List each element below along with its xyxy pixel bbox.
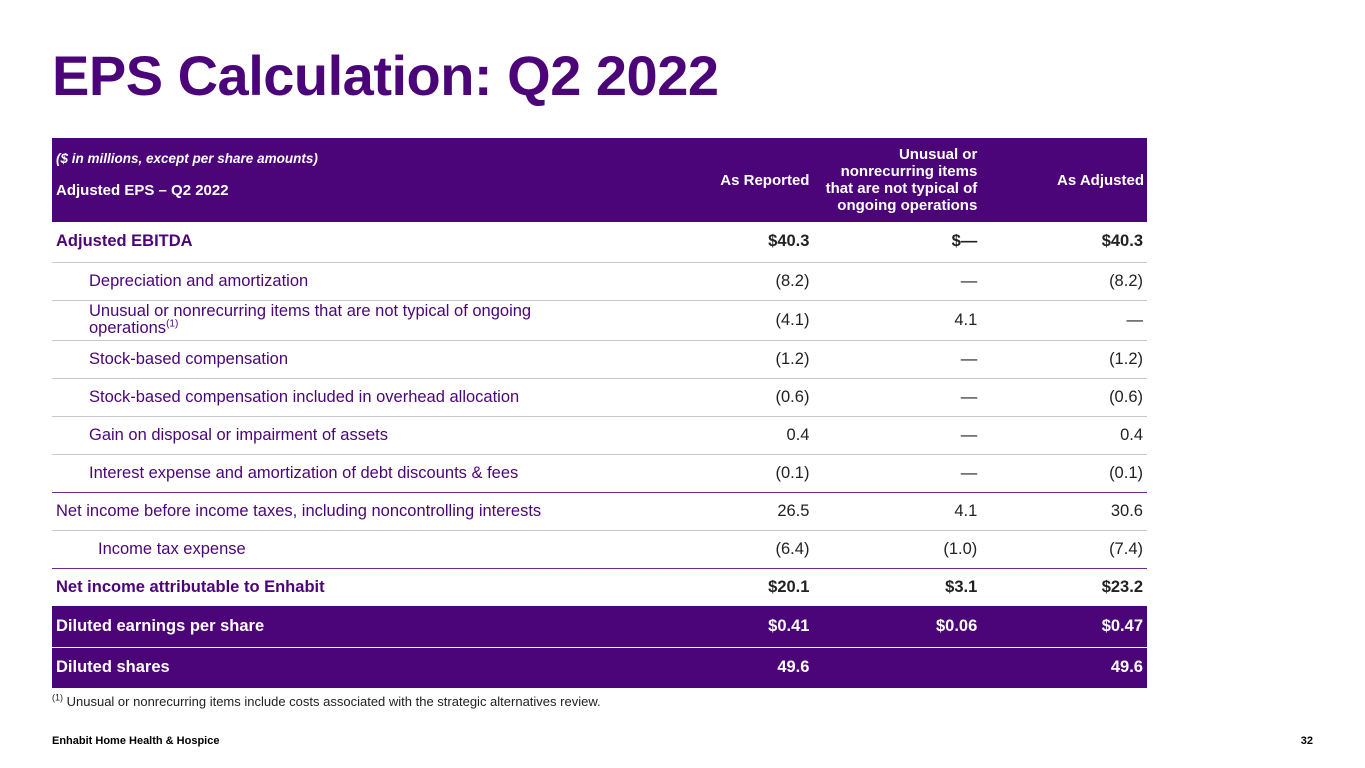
value-adjusted: $23.2 <box>1101 577 1143 596</box>
value-adjusted: (1.2) <box>1109 349 1143 368</box>
value-unusual: $— <box>951 232 978 251</box>
header-unusual-items: Unusual or nonrecurring items that are n… <box>825 146 978 214</box>
value-unusual: $3.1 <box>945 577 978 596</box>
footnote: (1) Unusual or nonrecurring items includ… <box>52 692 601 709</box>
table-row: Adjusted EBITDA $40.3 $— $40.3 <box>52 222 1147 262</box>
value-adjusted: $40.3 <box>1101 232 1143 251</box>
value-unusual: $0.06 <box>936 616 978 635</box>
table-row: Net income attributable to Enhabit $20.1… <box>52 568 1147 606</box>
row-label: Stock-based compensation included in ove… <box>89 387 520 406</box>
header-label-cell: ($ in millions, except per share amounts… <box>52 138 634 222</box>
value-unusual: 4.1 <box>954 501 978 520</box>
table-row: Gain on disposal or impairment of assets… <box>52 416 1147 454</box>
value-adjusted: $0.47 <box>1101 616 1143 635</box>
header-label: Adjusted EPS – Q2 2022 <box>56 182 229 199</box>
value-unusual: — <box>960 425 978 444</box>
units-note: ($ in millions, except per share amounts… <box>56 151 318 166</box>
header-as-adjusted: As Adjusted <box>1057 171 1144 189</box>
table-row: Net income before income taxes, includin… <box>52 492 1147 530</box>
footnote-marker: (1) <box>166 318 179 330</box>
value-unusual: (1.0) <box>943 539 978 558</box>
value-reported: (4.1) <box>775 310 810 329</box>
row-label: Net income attributable to Enhabit <box>56 577 325 596</box>
table-row: Income tax expense (6.4) (1.0) (7.4) <box>52 530 1147 568</box>
table-row: Depreciation and amortization (8.2) — (8… <box>52 262 1147 300</box>
value-unusual: 4.1 <box>954 310 978 329</box>
row-label: Diluted earnings per share <box>56 616 265 635</box>
row-label: Income tax expense <box>98 539 246 558</box>
footnote-text: Unusual or nonrecurring items include co… <box>66 694 601 709</box>
value-adjusted: — <box>1126 310 1144 329</box>
value-adjusted: 30.6 <box>1110 501 1143 520</box>
page-number: 32 <box>1300 735 1313 747</box>
header-as-reported: As Reported <box>720 171 810 189</box>
value-reported: 49.6 <box>777 658 810 677</box>
eps-table: ($ in millions, except per share amounts… <box>52 138 1147 688</box>
value-reported: (1.2) <box>775 349 810 368</box>
table-row: Diluted shares 49.6 49.6 <box>52 647 1147 688</box>
row-label: Net income before income taxes, includin… <box>56 501 542 520</box>
value-reported: $20.1 <box>768 577 810 596</box>
row-label: Stock-based compensation <box>89 349 289 368</box>
value-reported: 26.5 <box>777 501 810 520</box>
row-label: Adjusted EBITDA <box>56 232 193 251</box>
value-adjusted: (8.2) <box>1109 271 1143 290</box>
table-row: Interest expense and amortization of deb… <box>52 454 1147 492</box>
table-row: Diluted earnings per share $0.41 $0.06 $… <box>52 606 1147 647</box>
value-unusual <box>813 647 981 688</box>
value-reported: (8.2) <box>775 271 810 290</box>
value-adjusted: 49.6 <box>1110 658 1143 677</box>
value-adjusted: (7.4) <box>1109 539 1143 558</box>
value-reported: (6.4) <box>775 539 810 558</box>
row-label: Interest expense and amortization of deb… <box>89 463 519 482</box>
value-unusual: — <box>960 463 978 482</box>
footnote-marker: (1) <box>52 692 63 703</box>
table-header-row: ($ in millions, except per share amounts… <box>52 138 1147 222</box>
value-unusual: — <box>960 271 978 290</box>
value-unusual: — <box>960 349 978 368</box>
value-reported: (0.6) <box>775 387 810 406</box>
value-reported: $40.3 <box>768 232 810 251</box>
value-unusual: — <box>960 387 978 406</box>
row-label: Gain on disposal or impairment of assets <box>89 425 388 444</box>
table-row: Unusual or nonrecurring items that are n… <box>52 300 1147 340</box>
table-row: Stock-based compensation (1.2) — (1.2) <box>52 340 1147 378</box>
value-reported: 0.4 <box>786 425 810 444</box>
value-adjusted: (0.6) <box>1109 387 1143 406</box>
value-adjusted: 0.4 <box>1120 425 1143 444</box>
footer-company: Enhabit Home Health & Hospice <box>52 735 220 747</box>
page-title: EPS Calculation: Q2 2022 <box>52 44 719 107</box>
row-label: Unusual or nonrecurring items that are n… <box>89 302 532 337</box>
value-reported: (0.1) <box>775 463 810 482</box>
value-reported: $0.41 <box>768 616 810 635</box>
row-label: Diluted shares <box>56 658 170 677</box>
table-row: Stock-based compensation included in ove… <box>52 378 1147 416</box>
value-adjusted: (0.1) <box>1109 463 1143 482</box>
row-label: Depreciation and amortization <box>89 271 309 290</box>
